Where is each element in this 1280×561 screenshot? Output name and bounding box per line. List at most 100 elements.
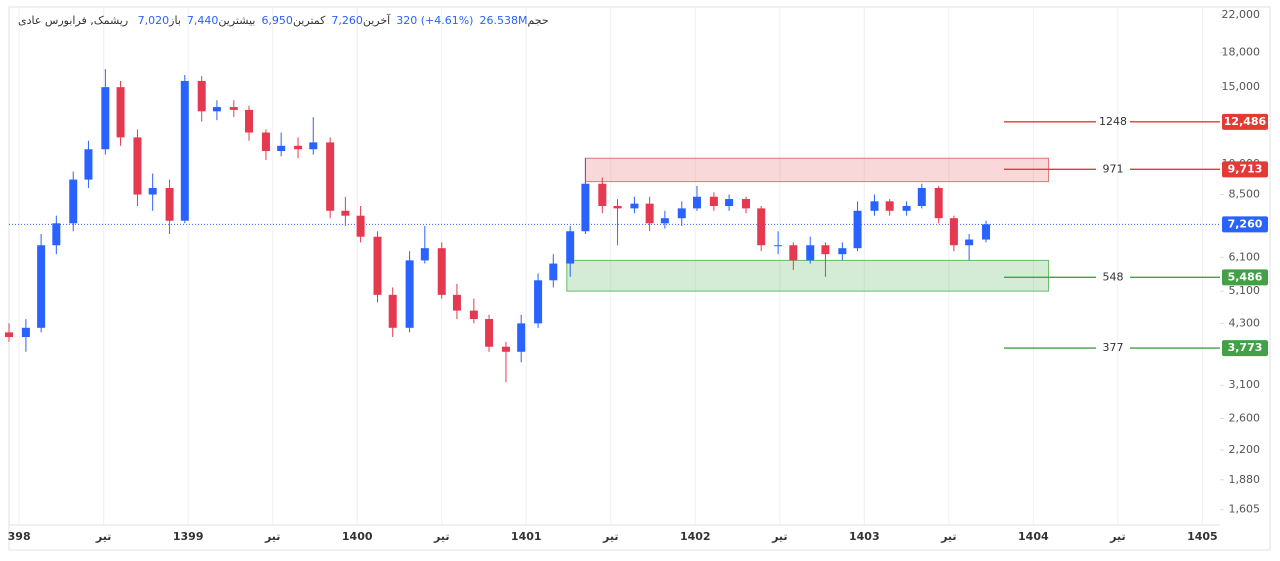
candle-body xyxy=(229,107,238,110)
candle-body xyxy=(774,245,783,247)
header-item: 320 (+4.61%) xyxy=(396,14,473,27)
x-tick-label: 1404 xyxy=(1018,530,1049,543)
x-tick-label: تیر xyxy=(95,530,111,543)
header-value: 26.538M xyxy=(479,14,528,27)
header-value: 7,260 xyxy=(331,14,363,27)
candle-body xyxy=(341,210,350,216)
x-tick-label: تیر xyxy=(433,530,449,543)
x-tick-label: 1403 xyxy=(849,530,880,543)
header-label: حجم xyxy=(527,14,549,27)
header-value: 7,020 xyxy=(137,14,170,27)
x-tick-label: تیر xyxy=(940,530,956,543)
x-tick-label: 1402 xyxy=(680,530,711,543)
price-tag-label: 5,486 xyxy=(1228,270,1263,283)
y-tick-label: 3,100 xyxy=(1229,378,1261,391)
candle-body xyxy=(69,179,78,224)
header-value: 320 (+4.61%) xyxy=(396,14,474,27)
candle-body xyxy=(501,346,510,352)
candle-body xyxy=(838,248,847,255)
candle-body xyxy=(566,231,575,264)
level-text: 548 xyxy=(1103,270,1124,283)
candle-body xyxy=(133,137,142,195)
price-tag xyxy=(1222,269,1268,286)
header-label: آخرین xyxy=(362,14,391,27)
candle-body xyxy=(982,224,991,240)
candle-body xyxy=(5,332,13,338)
price-tag-label: 12,486 xyxy=(1224,115,1267,128)
y-tick-label: 15,000 xyxy=(1222,80,1261,93)
candle-body xyxy=(965,239,974,246)
candle-body xyxy=(741,199,750,209)
header-item: 7,440بیشترین xyxy=(187,14,256,27)
header-label: باز xyxy=(169,14,181,27)
header-item: 26.538Mحجم xyxy=(479,14,548,27)
x-tick-label: 1400 xyxy=(342,530,373,543)
candle-body xyxy=(180,80,189,221)
candle-body xyxy=(277,145,286,152)
candle-body xyxy=(405,260,414,328)
header-label: کمترین xyxy=(292,14,326,27)
candle-body xyxy=(21,327,30,338)
candle-body xyxy=(598,183,607,206)
price-tag-label: 7,260 xyxy=(1228,217,1263,230)
candle-body xyxy=(645,203,654,224)
candle-body xyxy=(630,203,639,209)
candle-body xyxy=(37,245,46,328)
candle-body xyxy=(485,319,494,347)
candle-body xyxy=(52,223,61,246)
candle-body xyxy=(437,248,446,295)
x-tick-label: 1401 xyxy=(511,530,542,543)
candle-body xyxy=(84,149,93,180)
header-value: 7,440 xyxy=(186,14,219,27)
candle-body xyxy=(902,205,911,211)
x-tick-label: تیر xyxy=(1109,530,1125,543)
frame xyxy=(8,6,1271,551)
header-item: 7,020باز xyxy=(138,14,181,27)
candle-body xyxy=(789,245,798,261)
x-tick-label: 1399 xyxy=(173,530,204,543)
candle-body xyxy=(101,87,110,150)
candle-body xyxy=(517,323,526,352)
candle-body xyxy=(853,210,862,249)
symbol-name: ریشمک, فرابورس عادی xyxy=(18,14,129,27)
candle-body xyxy=(934,187,943,219)
candle-body xyxy=(420,248,429,261)
price-tag xyxy=(1222,340,1268,357)
candle-body xyxy=(613,205,622,209)
candle-body xyxy=(165,187,174,221)
candle-body xyxy=(148,187,157,195)
candle-body xyxy=(806,245,815,261)
zone xyxy=(566,259,1050,292)
y-tick-label: 1,605 xyxy=(1229,503,1261,516)
x-tick-label: تیر xyxy=(264,530,280,543)
candle-body xyxy=(309,142,318,150)
candle-body xyxy=(294,145,303,150)
candle-body xyxy=(452,294,461,311)
candle-body xyxy=(261,132,270,152)
header-item: 6,950کمترین xyxy=(261,14,325,27)
price-tag xyxy=(1222,216,1268,233)
y-tick-label: 18,000 xyxy=(1222,46,1261,59)
candle-body xyxy=(388,294,397,328)
level-text: 377 xyxy=(1103,341,1124,354)
candle-body xyxy=(326,142,335,211)
header-value: 6,950 xyxy=(261,14,293,27)
candle-body xyxy=(949,218,958,246)
y-tick-label: 1,880 xyxy=(1229,473,1261,486)
y-tick-label: 5,100 xyxy=(1229,284,1261,297)
price-tag-label: 9,713 xyxy=(1228,162,1263,175)
x-tick-label: 398 xyxy=(8,530,31,543)
header-item: 7,260آخرین xyxy=(331,14,390,27)
candle-body xyxy=(373,236,382,295)
y-tick-label: 6,100 xyxy=(1229,250,1261,263)
x-tick-label: تیر xyxy=(771,530,787,543)
y-tick-label: 8,500 xyxy=(1229,188,1261,201)
y-tick-label: 2,600 xyxy=(1229,411,1261,424)
candle-body xyxy=(581,183,590,232)
header: ریشمک, فرابورس عادی 7,020باز 7,440بیشترین… xyxy=(18,14,555,27)
candle-body xyxy=(534,280,543,324)
candle-body xyxy=(692,196,701,209)
candle-body xyxy=(660,218,669,224)
